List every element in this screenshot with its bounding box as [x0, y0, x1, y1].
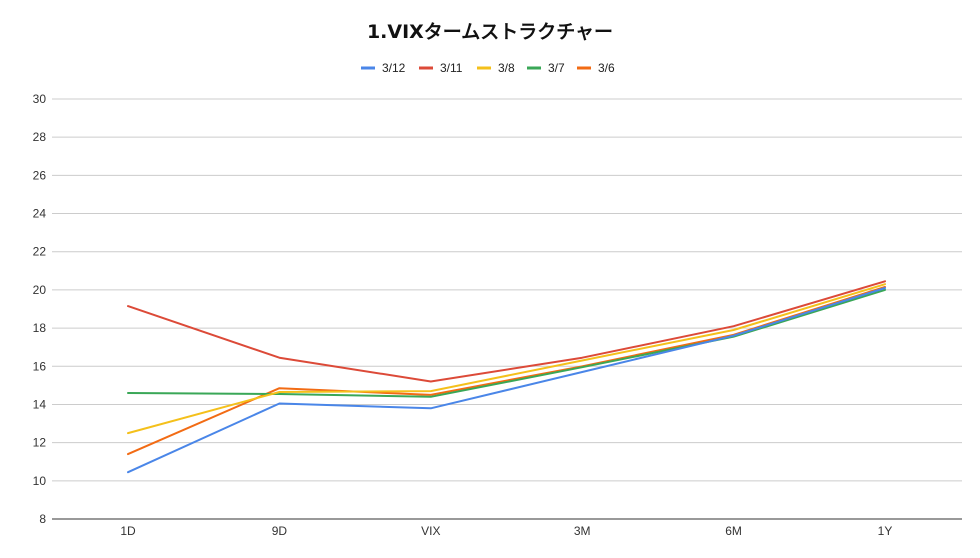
series-line-3-8	[127, 283, 886, 435]
legend-label: 3/6	[598, 61, 615, 75]
series-line-3-7	[127, 288, 886, 398]
y-tick-label: 8	[39, 512, 46, 526]
y-tick-label: 18	[33, 321, 47, 335]
legend-label: 3/11	[440, 61, 463, 75]
chart-title: 1.VIXタームストラクチャー	[367, 21, 613, 43]
legend-label: 3/8	[498, 61, 515, 75]
x-axis-ticks: 1D 9D VIX 3M 6M 1Y	[120, 524, 892, 538]
legend-item[interactable]: 3/7	[527, 61, 565, 75]
y-tick-label: 12	[33, 436, 47, 450]
x-tick-label: 1Y	[878, 524, 893, 538]
y-axis-ticks: 8 10 12 14 16 18 20 22 24 26 28 30	[33, 92, 47, 526]
x-tick-label: VIX	[421, 524, 440, 538]
y-tick-label: 20	[33, 283, 47, 297]
legend-item[interactable]: 3/12	[361, 61, 406, 75]
y-tick-label: 28	[33, 130, 47, 144]
y-tick-label: 30	[33, 92, 47, 106]
legend-item[interactable]: 3/6	[577, 61, 615, 75]
y-tick-label: 26	[33, 168, 47, 182]
x-tick-label: 1D	[120, 524, 136, 538]
x-tick-label: 9D	[272, 524, 288, 538]
gridlines	[52, 98, 962, 482]
x-tick-label: 3M	[574, 524, 591, 538]
legend-label: 3/12	[382, 61, 406, 75]
legend-item[interactable]: 3/8	[477, 61, 515, 75]
x-tick-label: 6M	[725, 524, 742, 538]
y-tick-label: 16	[33, 359, 47, 373]
y-tick-label: 22	[33, 245, 47, 259]
series-line-3-12	[127, 287, 886, 474]
legend: 3/12 3/11 3/8 3/7 3/6	[361, 61, 615, 75]
legend-label: 3/7	[548, 61, 565, 75]
y-tick-label: 24	[33, 207, 47, 221]
series-line-3-11	[127, 280, 886, 383]
y-tick-label: 10	[33, 474, 47, 488]
series-group	[127, 280, 886, 474]
y-tick-label: 14	[33, 397, 47, 411]
legend-item[interactable]: 3/11	[419, 61, 463, 75]
